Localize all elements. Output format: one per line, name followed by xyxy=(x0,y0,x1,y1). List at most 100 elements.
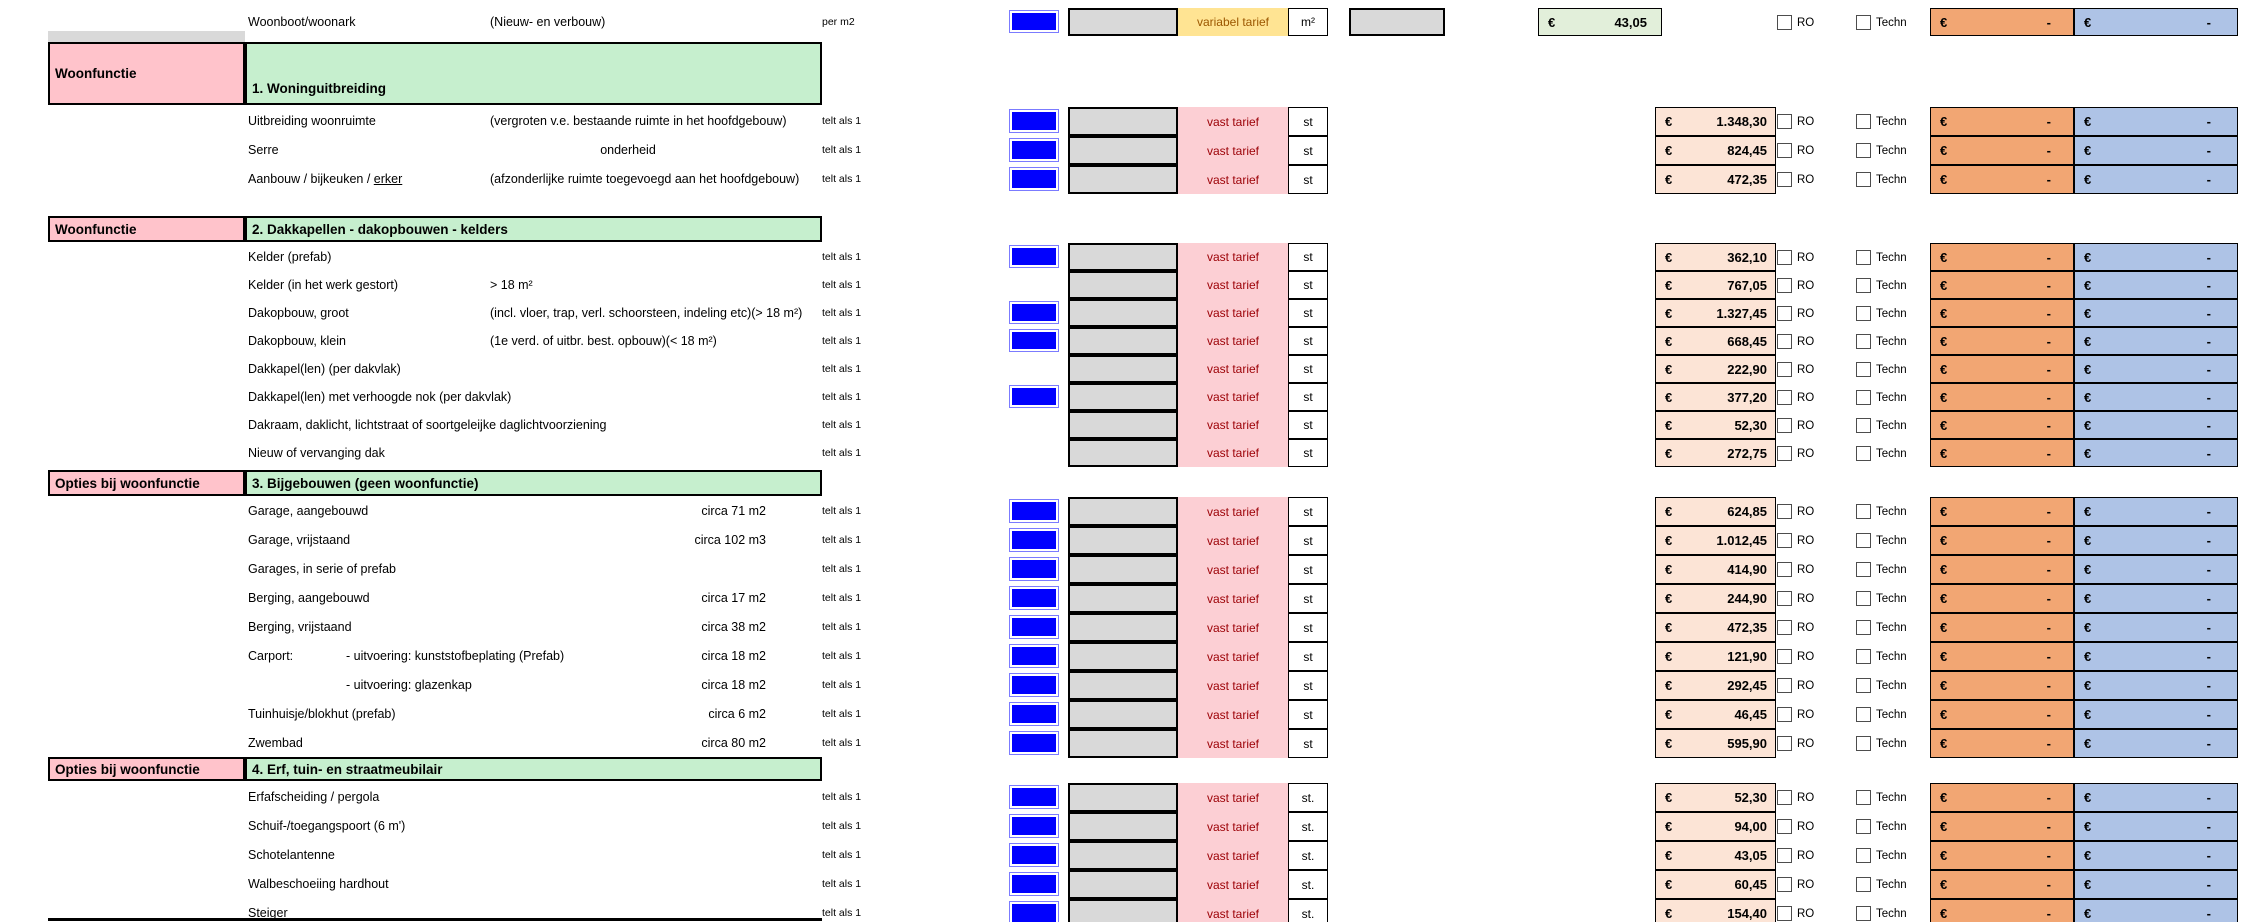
techn-checkbox[interactable] xyxy=(1856,172,1871,187)
blue-input-box[interactable] xyxy=(1009,385,1059,408)
techn-checkbox[interactable] xyxy=(1856,278,1871,293)
extra-input-box[interactable] xyxy=(1349,8,1445,36)
amount-input-box[interactable] xyxy=(1068,671,1178,700)
techn-checkbox[interactable] xyxy=(1856,707,1871,722)
techn-checkbox[interactable] xyxy=(1856,877,1871,892)
ro-checkbox[interactable] xyxy=(1777,620,1792,635)
amount-input-box[interactable] xyxy=(1068,299,1178,327)
blue-input-box[interactable] xyxy=(1009,499,1059,523)
ro-checkbox[interactable] xyxy=(1777,504,1792,519)
ro-checkbox[interactable] xyxy=(1777,362,1792,377)
amount-input-box[interactable] xyxy=(1068,729,1178,758)
ro-checkbox[interactable] xyxy=(1777,418,1792,433)
amount-input-box[interactable] xyxy=(1068,271,1178,299)
ro-checkbox[interactable] xyxy=(1777,707,1792,722)
ro-checkbox[interactable] xyxy=(1777,877,1792,892)
blue-input-box[interactable] xyxy=(1009,329,1059,352)
ro-checkbox[interactable] xyxy=(1777,819,1792,834)
blue-input-box[interactable] xyxy=(1009,785,1059,809)
amount-input-box[interactable] xyxy=(1068,812,1178,841)
ro-checkbox[interactable] xyxy=(1777,446,1792,461)
amount-input-box[interactable] xyxy=(1068,439,1178,467)
blue-input-box[interactable] xyxy=(1009,901,1059,922)
amount-input-box[interactable] xyxy=(1068,165,1178,194)
techn-checkbox[interactable] xyxy=(1856,848,1871,863)
techn-checkbox[interactable] xyxy=(1856,591,1871,606)
ro-checkbox[interactable] xyxy=(1777,306,1792,321)
amount-input-box[interactable] xyxy=(1068,642,1178,671)
techn-checkbox[interactable] xyxy=(1856,334,1871,349)
techn-checkbox[interactable] xyxy=(1856,906,1871,921)
blue-input-box[interactable] xyxy=(1009,644,1059,668)
amount-input-box[interactable] xyxy=(1068,327,1178,355)
amount-input-box[interactable] xyxy=(1068,700,1178,729)
techn-checkbox[interactable] xyxy=(1856,15,1871,30)
ro-checkbox[interactable] xyxy=(1777,114,1792,129)
ro-checkbox[interactable] xyxy=(1777,278,1792,293)
amount-input-box[interactable] xyxy=(1068,497,1178,526)
amount-input-box[interactable] xyxy=(1068,783,1178,812)
ro-checkbox[interactable] xyxy=(1777,562,1792,577)
amount-input-box[interactable] xyxy=(1068,243,1178,271)
amount-input-box[interactable] xyxy=(1068,411,1178,439)
techn-checkbox[interactable] xyxy=(1856,250,1871,265)
ro-checkbox[interactable] xyxy=(1777,15,1792,30)
blue-input-box[interactable] xyxy=(1009,301,1059,324)
techn-checkbox[interactable] xyxy=(1856,736,1871,751)
amount-input-box[interactable] xyxy=(1068,555,1178,584)
amount-input-box[interactable] xyxy=(1068,355,1178,383)
techn-checkbox[interactable] xyxy=(1856,418,1871,433)
ro-checkbox[interactable] xyxy=(1777,678,1792,693)
ro-checkbox[interactable] xyxy=(1777,334,1792,349)
blue-input-box[interactable] xyxy=(1009,528,1059,552)
techn-checkbox[interactable] xyxy=(1856,533,1871,548)
ro-checkbox[interactable] xyxy=(1777,848,1792,863)
blue-input-box[interactable] xyxy=(1009,702,1059,726)
blue-input-box[interactable] xyxy=(1009,245,1059,268)
amount-input-box[interactable] xyxy=(1068,136,1178,165)
techn-checkbox[interactable] xyxy=(1856,143,1871,158)
blue-input-box[interactable] xyxy=(1009,615,1059,639)
blue-input-box[interactable] xyxy=(1009,109,1059,133)
amount-input-box[interactable] xyxy=(1068,8,1178,36)
ro-checkbox[interactable] xyxy=(1777,906,1792,921)
techn-checkbox[interactable] xyxy=(1856,114,1871,129)
ro-checkbox[interactable] xyxy=(1777,172,1792,187)
ro-checkbox[interactable] xyxy=(1777,790,1792,805)
ro-checkbox[interactable] xyxy=(1777,390,1792,405)
techn-checkbox[interactable] xyxy=(1856,649,1871,664)
techn-checkbox[interactable] xyxy=(1856,306,1871,321)
techn-checkbox[interactable] xyxy=(1856,620,1871,635)
amount-input-box[interactable] xyxy=(1068,870,1178,899)
ro-checkbox[interactable] xyxy=(1777,533,1792,548)
blue-input-box[interactable] xyxy=(1009,673,1059,697)
amount-input-box[interactable] xyxy=(1068,107,1178,136)
blue-input-box[interactable] xyxy=(1009,872,1059,896)
amount-input-box[interactable] xyxy=(1068,584,1178,613)
amount-input-box[interactable] xyxy=(1068,613,1178,642)
blue-input-box[interactable] xyxy=(1009,167,1059,191)
blue-input-box[interactable] xyxy=(1009,10,1059,33)
blue-input-box[interactable] xyxy=(1009,843,1059,867)
techn-checkbox[interactable] xyxy=(1856,562,1871,577)
techn-checkbox[interactable] xyxy=(1856,790,1871,805)
amount-input-box[interactable] xyxy=(1068,841,1178,870)
techn-checkbox[interactable] xyxy=(1856,362,1871,377)
amount-input-box[interactable] xyxy=(1068,526,1178,555)
amount-input-box[interactable] xyxy=(1068,899,1178,922)
ro-checkbox[interactable] xyxy=(1777,649,1792,664)
techn-checkbox[interactable] xyxy=(1856,678,1871,693)
techn-checkbox[interactable] xyxy=(1856,819,1871,834)
blue-input-box[interactable] xyxy=(1009,814,1059,838)
amount-input-box[interactable] xyxy=(1068,383,1178,411)
blue-input-box[interactable] xyxy=(1009,138,1059,162)
ro-checkbox[interactable] xyxy=(1777,250,1792,265)
ro-checkbox[interactable] xyxy=(1777,591,1792,606)
techn-checkbox[interactable] xyxy=(1856,504,1871,519)
techn-checkbox[interactable] xyxy=(1856,446,1871,461)
blue-input-box[interactable] xyxy=(1009,731,1059,755)
blue-input-box[interactable] xyxy=(1009,586,1059,610)
ro-checkbox[interactable] xyxy=(1777,143,1792,158)
ro-checkbox[interactable] xyxy=(1777,736,1792,751)
blue-input-box[interactable] xyxy=(1009,557,1059,581)
